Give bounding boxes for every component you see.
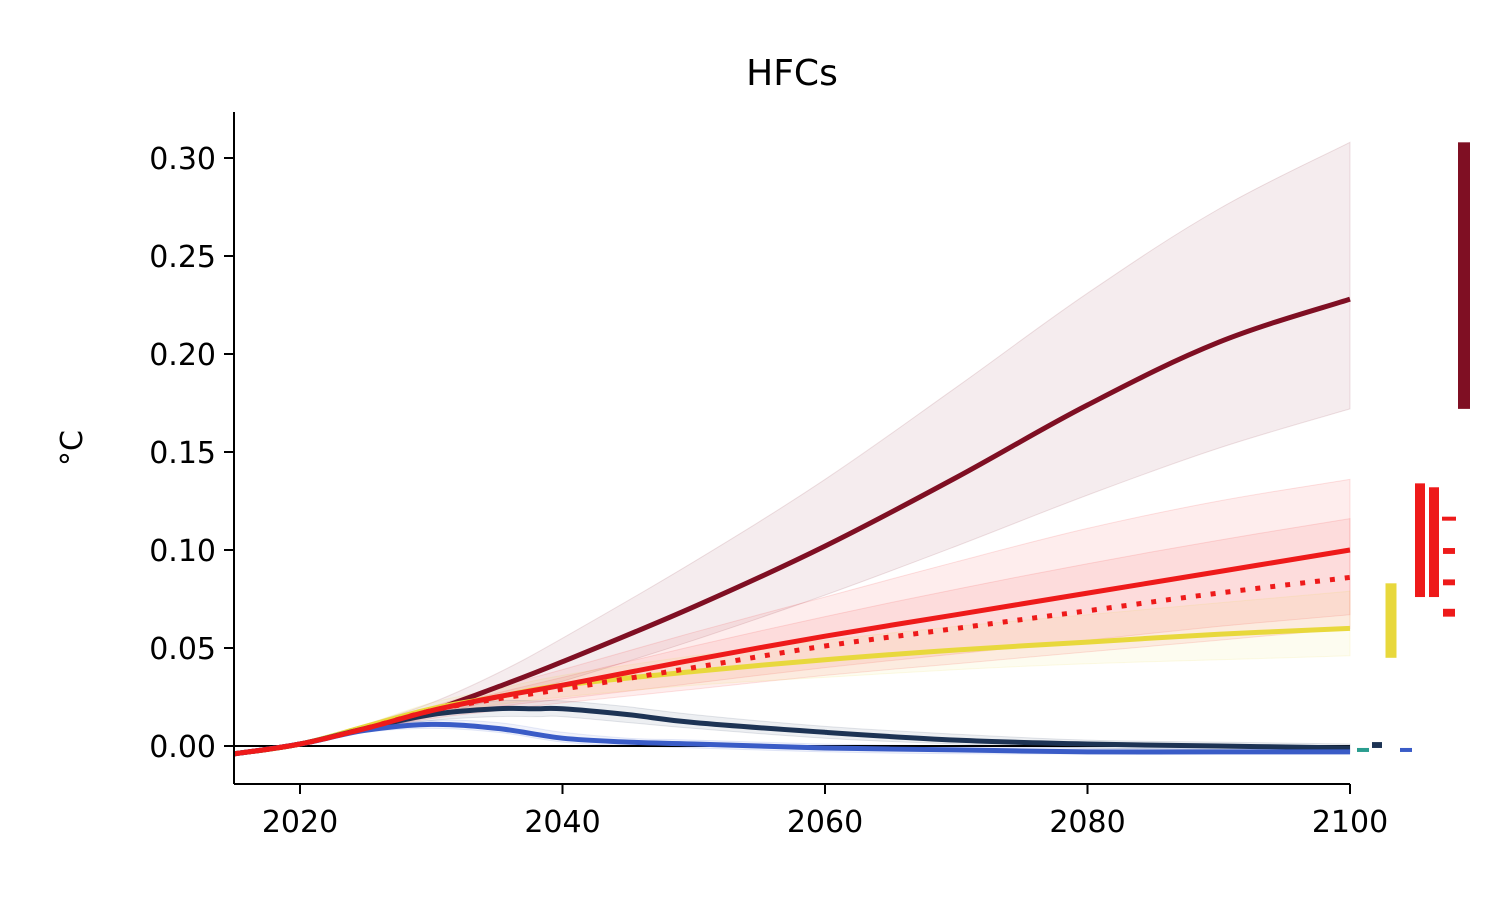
axes: 0.00 0.05 0.10 0.15 0.20 0.25 0.30 2020 2040 2060… (149, 112, 1388, 840)
chart-title: HFCs (746, 53, 838, 94)
x-tick-label: 2080 (1049, 805, 1125, 840)
series-line-1 (234, 547, 1351, 757)
range-bar-1 (1415, 483, 1425, 598)
range-bar-7 (1385, 583, 1397, 658)
y-tick-label: 0.20 (149, 338, 216, 373)
y-axis-label: °C (55, 430, 90, 466)
range-bar-10 (1400, 747, 1412, 752)
y-tick-label: 0.25 (149, 240, 216, 275)
x-tick-label: 2100 (1312, 805, 1388, 840)
y-tick-label: 0.05 (149, 632, 216, 667)
x-tick-label: 2060 (787, 805, 863, 840)
y-tick-label: 0.10 (149, 534, 216, 569)
range-bar-8 (1357, 747, 1369, 752)
x-tick-label: 2040 (524, 805, 600, 840)
range-bar-9 (1372, 742, 1382, 748)
range-bar-2 (1429, 487, 1439, 598)
range-bar-4 (1443, 548, 1455, 554)
range-bar-3 (1442, 516, 1456, 521)
range-bar-0 (1458, 142, 1470, 409)
x-tick-label: 2020 (262, 805, 338, 840)
range-bars (1357, 142, 1470, 752)
y-tick-label: 0.00 (149, 730, 216, 765)
range-bar-5 (1443, 579, 1455, 586)
series-line-5 (234, 721, 1350, 757)
y-tick-label: 0.15 (149, 436, 216, 471)
y-tick-label: 0.30 (149, 142, 216, 177)
range-bar-6 (1443, 608, 1455, 617)
series-lines (234, 296, 1351, 757)
band-3 (234, 590, 1351, 755)
